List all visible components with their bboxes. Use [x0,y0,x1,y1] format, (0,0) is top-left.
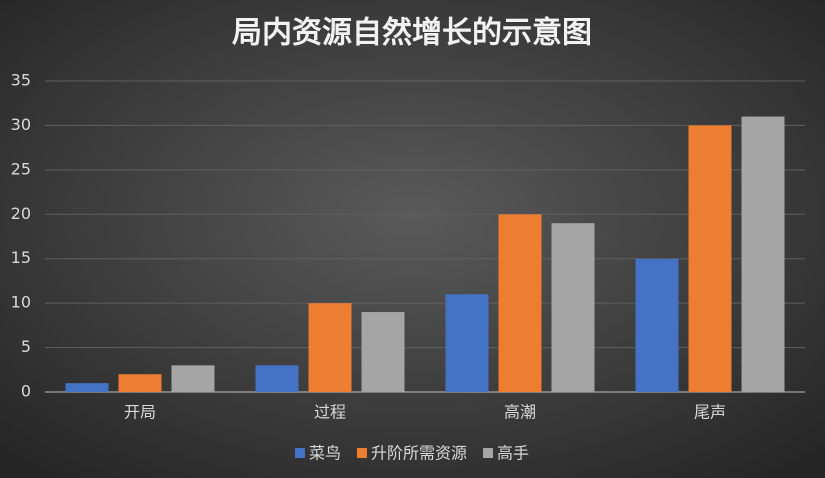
x-tick-label: 高潮 [504,403,536,422]
y-tick-label: 20 [11,204,31,223]
y-tick-label: 0 [21,382,31,401]
y-tick-label: 30 [11,115,31,134]
bar [635,258,679,392]
legend-swatch [483,448,494,458]
bar [741,116,785,393]
x-tick-label: 过程 [314,403,346,422]
y-tick-label: 15 [11,248,31,267]
bar [118,374,162,392]
chart-title: 局内资源自然增长的示意图 [232,16,592,51]
legend-swatch [294,448,305,458]
y-tick-label: 35 [11,71,31,90]
x-tick-label: 尾声 [694,403,726,422]
bar [171,365,215,392]
bar [361,312,405,392]
legend-swatch [356,448,367,458]
bar [688,125,732,392]
y-tick-label: 5 [21,337,31,356]
y-tick-label: 10 [11,293,31,312]
bar [308,303,352,392]
legend-label: 升阶所需资源 [371,444,467,463]
y-tick-label: 25 [11,159,31,178]
bar [65,383,109,392]
bar [445,294,489,392]
bar [551,223,595,392]
legend-label: 菜鸟 [309,444,341,463]
bar [498,214,542,392]
x-tick-label: 开局 [124,403,156,422]
bar [255,365,299,392]
legend-label: 高手 [497,444,529,463]
